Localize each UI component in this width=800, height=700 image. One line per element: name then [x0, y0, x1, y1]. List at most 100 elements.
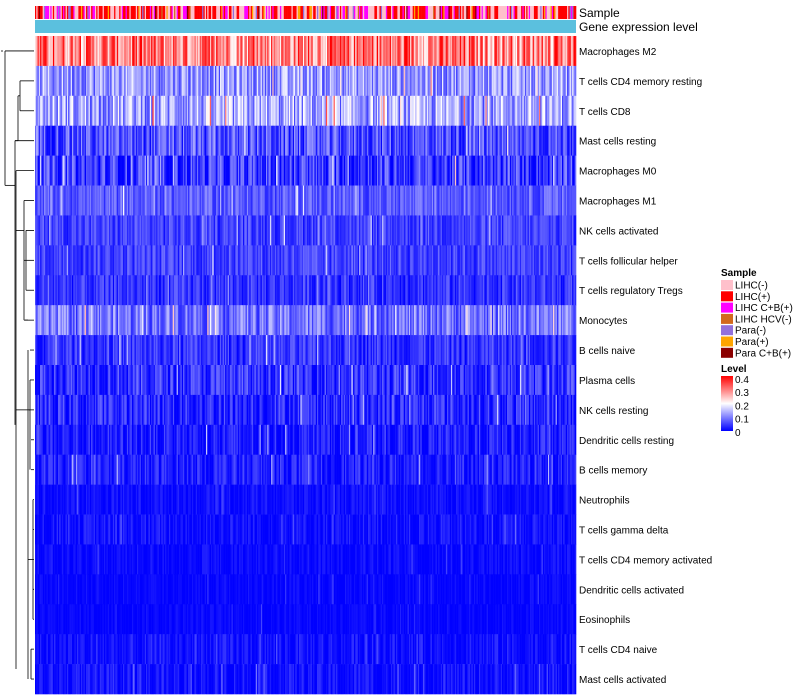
heatmap-cell — [208, 185, 211, 216]
heatmap-cell — [496, 36, 499, 67]
heatmap-cell — [430, 185, 433, 216]
heatmap-cell — [482, 36, 485, 67]
heatmap-cell — [495, 155, 498, 186]
heatmap-cell — [174, 65, 176, 97]
heatmap-cell — [80, 185, 83, 216]
heatmap-cell — [333, 155, 336, 186]
heatmap-cell — [228, 185, 231, 216]
heatmap-cell — [222, 155, 225, 186]
heatmap-cell — [402, 125, 405, 156]
heatmap-cell — [362, 95, 365, 127]
heatmap-cell — [359, 95, 361, 127]
heatmap-cell — [37, 155, 40, 186]
heatmap-cell — [507, 65, 509, 97]
heatmap-cell — [459, 65, 462, 97]
heatmap-cell — [186, 125, 189, 156]
heatmap-cell — [324, 36, 327, 67]
heatmap-cell — [197, 65, 199, 97]
heatmap-cell — [512, 36, 514, 67]
sample-annotation-cell — [300, 6, 302, 19]
heatmap-cell — [227, 125, 230, 156]
heatmap-cell — [249, 65, 251, 97]
heatmap-cell — [66, 125, 69, 156]
heatmap-cell — [376, 185, 379, 216]
heatmap-cell — [518, 95, 521, 127]
heatmap-cell — [450, 36, 453, 67]
heatmap-cell — [264, 185, 267, 216]
heatmap-cell — [484, 155, 486, 186]
heatmap-cell — [541, 95, 544, 127]
heatmap-cell — [555, 95, 558, 127]
sample-annotation-cell — [50, 6, 52, 19]
heatmap-cell — [171, 65, 174, 97]
heatmap-cell — [131, 65, 134, 97]
heatmap-cell — [152, 65, 154, 97]
heatmap-cell — [77, 65, 79, 97]
heatmap-cell — [139, 95, 142, 127]
heatmap-cell — [288, 36, 291, 67]
heatmap-cell — [268, 125, 271, 156]
heatmap-cell — [362, 185, 365, 216]
heatmap-cell — [337, 95, 339, 127]
heatmap-cell — [389, 95, 392, 127]
heatmap-cell — [519, 185, 522, 216]
sample-annotation-cell — [54, 6, 56, 19]
heatmap-cell — [313, 185, 315, 216]
sample-annotation-cell — [440, 6, 443, 19]
heatmap-cell — [167, 155, 170, 186]
heatmap-cell — [527, 185, 530, 216]
heatmap-cell — [176, 65, 179, 97]
heatmap-cell — [41, 36, 43, 67]
heatmap-cell — [84, 155, 87, 186]
sample-annotation-cell — [573, 6, 576, 19]
sample-annotation-cell — [538, 6, 541, 19]
heatmap-cell — [438, 36, 440, 67]
heatmap-cell — [475, 95, 477, 127]
sample-annotation-cell — [96, 6, 98, 19]
heatmap-cell — [342, 95, 345, 127]
heatmap-cell — [273, 125, 276, 156]
heatmap-cell — [105, 125, 107, 156]
heatmap-cell — [75, 185, 78, 216]
heatmap-cell — [117, 125, 120, 156]
heatmap-cell — [430, 65, 433, 97]
sample-annotation-cell — [517, 6, 519, 19]
sample-annotation-cell — [281, 6, 283, 19]
heatmap-cell — [435, 65, 438, 97]
heatmap-cell — [83, 95, 86, 127]
heatmap-cell — [348, 65, 351, 97]
heatmap-cell — [527, 36, 530, 67]
heatmap-cell — [241, 155, 244, 186]
heatmap-cell — [137, 65, 139, 97]
heatmap-cell — [177, 95, 180, 127]
heatmap-cell — [197, 155, 199, 186]
heatmap-cell — [168, 185, 171, 216]
heatmap-cell — [343, 95, 346, 127]
heatmap-cell — [287, 125, 290, 156]
heatmap-cell — [364, 95, 366, 127]
heatmap-cell — [251, 65, 254, 97]
heatmap-cell — [516, 65, 518, 97]
heatmap-cell — [133, 65, 135, 97]
heatmap-cell — [574, 275, 577, 306]
heatmap-cell — [60, 95, 63, 127]
heatmap-cell — [211, 65, 213, 97]
heatmap-cell — [42, 95, 45, 127]
heatmap-cell — [125, 36, 128, 67]
heatmap-cell — [468, 65, 471, 97]
heatmap-cell — [235, 36, 237, 67]
heatmap-cell — [467, 155, 470, 186]
heatmap-cell — [171, 95, 174, 127]
heatmap-cell — [74, 125, 77, 156]
heatmap-cell — [306, 36, 309, 67]
heatmap-cell — [306, 185, 309, 216]
heatmap-cell — [83, 36, 86, 67]
heatmap-cell — [213, 155, 216, 186]
heatmap-cell — [399, 36, 402, 67]
heatmap-cell — [375, 36, 378, 67]
heatmap-cell — [50, 36, 52, 67]
heatmap-cell — [308, 36, 310, 67]
heatmap-cell — [339, 155, 342, 186]
heatmap-cell — [179, 125, 181, 156]
sample-annotation-cell — [319, 6, 322, 19]
